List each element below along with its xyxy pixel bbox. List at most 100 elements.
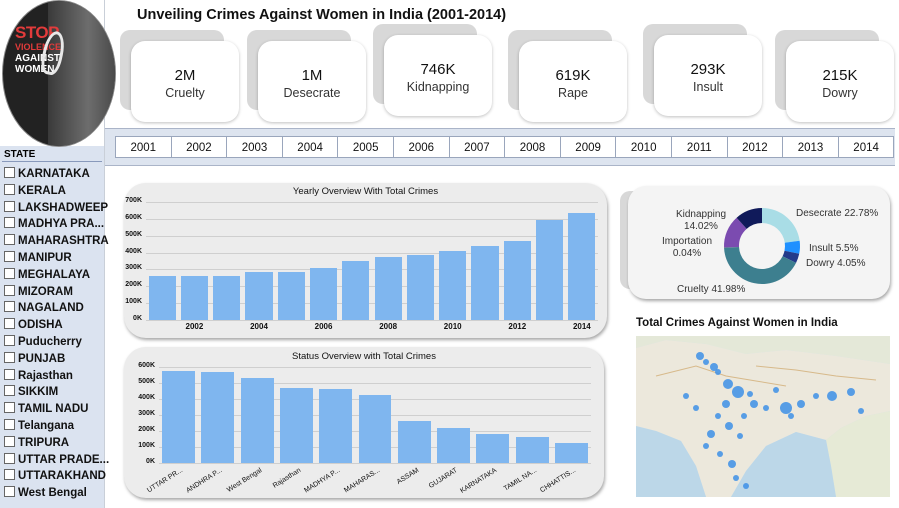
state-option[interactable]: Puducherry — [4, 334, 82, 350]
bar-karnataka[interactable] — [476, 434, 510, 463]
state-option[interactable]: LAKSHADWEEP — [4, 200, 108, 216]
map-bubble[interactable] — [715, 369, 721, 375]
donut-slice-dowry[interactable] — [782, 250, 800, 263]
bar-2011[interactable] — [471, 246, 499, 320]
state-option[interactable]: SIKKIM — [4, 384, 58, 400]
year-button-2009[interactable]: 2009 — [559, 136, 617, 158]
state-option[interactable]: MADHYA PRA... — [4, 216, 104, 232]
state-option[interactable]: MAHARASHTRA — [4, 233, 109, 249]
map-bubble[interactable] — [703, 359, 709, 365]
state-option[interactable]: UTTAR PRADE... — [4, 452, 109, 468]
map-bubble[interactable] — [847, 388, 855, 396]
map-bubble[interactable] — [747, 391, 753, 397]
checkbox-icon[interactable] — [4, 200, 15, 212]
year-button-2003[interactable]: 2003 — [226, 136, 283, 158]
bar-2003[interactable] — [213, 275, 241, 320]
kpi-card-cruelty[interactable]: 2M Cruelty — [120, 30, 239, 122]
bar-madhya-p[interactable] — [319, 388, 353, 463]
checkbox-icon[interactable] — [4, 385, 15, 397]
checkbox-icon[interactable] — [4, 183, 15, 195]
checkbox-icon[interactable] — [4, 167, 15, 178]
checkbox-icon[interactable] — [4, 251, 15, 262]
state-option[interactable]: MEGHALAYA — [4, 267, 90, 283]
checkbox-icon[interactable] — [4, 217, 15, 229]
map-bubble[interactable] — [780, 402, 792, 414]
map-bubble[interactable] — [827, 391, 837, 401]
kpi-card-dowry[interactable]: 215K Dowry — [775, 30, 894, 122]
state-option[interactable]: KARNATAKA — [4, 166, 90, 182]
map-bubble[interactable] — [725, 422, 733, 430]
map-bubble[interactable] — [693, 405, 699, 411]
bar-2006[interactable] — [310, 268, 338, 320]
map-bubble[interactable] — [763, 405, 769, 411]
checkbox-icon[interactable] — [4, 435, 15, 447]
bar-2007[interactable] — [342, 261, 370, 320]
map-bubble[interactable] — [715, 413, 721, 419]
bar-rajasthan[interactable] — [279, 388, 313, 463]
year-button-2002[interactable]: 2002 — [170, 136, 228, 158]
map-bubble[interactable] — [696, 352, 704, 360]
donut-slice-rape[interactable] — [736, 208, 762, 229]
bar-2002[interactable] — [180, 275, 208, 320]
bar-west-bengal[interactable] — [240, 377, 274, 463]
bar-gujarat[interactable] — [437, 427, 471, 463]
donut-slice-desecrate[interactable] — [762, 208, 800, 243]
checkbox-icon[interactable] — [4, 419, 15, 430]
kpi-card-rape[interactable]: 619K Rape — [508, 30, 627, 122]
checkbox-icon[interactable] — [4, 267, 15, 279]
checkbox-icon[interactable] — [4, 301, 15, 313]
checkbox-icon[interactable] — [4, 486, 15, 498]
year-button-2013[interactable]: 2013 — [782, 136, 839, 158]
state-option[interactable]: Telangana — [4, 418, 74, 434]
bar-maharas[interactable] — [358, 394, 392, 463]
bar-assam[interactable] — [397, 421, 431, 463]
bar-andhra-p[interactable] — [201, 371, 235, 463]
bar-2010[interactable] — [439, 251, 467, 320]
bar-2014[interactable] — [568, 213, 596, 320]
year-button-2008[interactable]: 2008 — [504, 136, 561, 158]
map-bubble[interactable] — [733, 475, 739, 481]
state-option[interactable]: ODISHA — [4, 317, 63, 333]
map-bubble[interactable] — [732, 386, 744, 398]
bar-2013[interactable] — [536, 220, 564, 320]
checkbox-icon[interactable] — [4, 469, 15, 481]
map-bubble[interactable] — [723, 379, 733, 389]
bar-2008[interactable] — [374, 257, 402, 320]
kpi-card-insult[interactable]: 293K Insult — [643, 24, 762, 116]
checkbox-icon[interactable] — [4, 335, 15, 346]
checkbox-icon[interactable] — [4, 368, 15, 380]
bar-uttar-pr[interactable] — [162, 370, 196, 463]
kpi-card-desecrate[interactable]: 1M Desecrate — [247, 30, 366, 122]
kpi-card-kidnapping[interactable]: 746K Kidnapping — [373, 24, 492, 116]
state-option[interactable]: Rajasthan — [4, 368, 73, 384]
map-bubble[interactable] — [683, 393, 689, 399]
checkbox-icon[interactable] — [4, 284, 15, 296]
state-option[interactable]: MIZORAM — [4, 284, 73, 300]
checkbox-icon[interactable] — [4, 234, 15, 246]
map-bubble[interactable] — [717, 451, 723, 457]
map-bubble[interactable] — [743, 483, 749, 489]
state-option[interactable]: NAGALAND — [4, 300, 84, 316]
map-bubble[interactable] — [797, 400, 805, 408]
bar-2001[interactable] — [148, 276, 176, 320]
donut-slice-cruelty[interactable] — [724, 246, 797, 284]
state-option[interactable]: KERALA — [4, 183, 66, 199]
state-option[interactable]: TAMIL NADU — [4, 401, 88, 417]
donut-slice-importation[interactable] — [724, 246, 740, 248]
map-bubble[interactable] — [813, 393, 819, 399]
state-option[interactable]: West Bengal — [4, 485, 87, 501]
bar-2004[interactable] — [245, 271, 273, 320]
year-button-2001[interactable]: 2001 — [115, 136, 172, 158]
map-bubble[interactable] — [707, 430, 715, 438]
map-bubble[interactable] — [750, 400, 758, 408]
checkbox-icon[interactable] — [4, 351, 15, 363]
map-bubble[interactable] — [773, 387, 779, 393]
map-bubble[interactable] — [788, 413, 794, 419]
india-crime-map[interactable] — [636, 336, 890, 497]
bar-tamil-na[interactable] — [515, 436, 549, 463]
year-button-2011[interactable]: 2011 — [671, 136, 728, 158]
state-option[interactable]: UTTARAKHAND — [4, 468, 106, 484]
checkbox-icon[interactable] — [4, 318, 15, 330]
year-button-2010[interactable]: 2010 — [615, 136, 672, 158]
map-bubble[interactable] — [728, 460, 736, 468]
